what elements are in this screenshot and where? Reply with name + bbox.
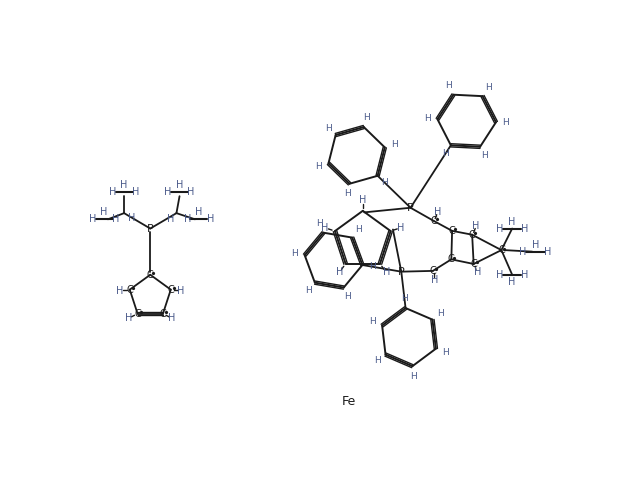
Text: H: H: [188, 187, 195, 197]
Text: P: P: [407, 203, 414, 213]
Text: H: H: [474, 267, 481, 277]
Text: H: H: [482, 151, 488, 160]
Text: H: H: [397, 223, 404, 233]
Text: H: H: [369, 317, 376, 326]
Text: H: H: [128, 213, 135, 223]
Text: H: H: [116, 286, 123, 296]
Text: H: H: [496, 270, 503, 280]
Text: H: H: [391, 140, 398, 149]
Text: C: C: [430, 216, 437, 226]
Text: H: H: [508, 276, 516, 287]
Text: C: C: [168, 285, 174, 295]
Text: C: C: [449, 226, 455, 236]
Text: C: C: [468, 230, 475, 240]
Text: H: H: [424, 114, 431, 123]
Text: H: H: [321, 223, 328, 233]
Text: H: H: [112, 214, 120, 224]
Text: H: H: [383, 267, 390, 277]
Text: H: H: [374, 356, 381, 365]
Text: H: H: [195, 207, 202, 217]
Text: H: H: [401, 294, 408, 302]
Text: H: H: [89, 214, 96, 224]
Text: C: C: [159, 309, 166, 319]
Text: H: H: [325, 123, 332, 132]
Text: H: H: [336, 267, 343, 277]
Text: H: H: [207, 214, 214, 224]
Text: H: H: [519, 247, 526, 257]
Text: H: H: [315, 162, 322, 170]
Text: C: C: [429, 266, 436, 276]
Text: P: P: [398, 267, 405, 276]
Text: H: H: [166, 214, 174, 224]
Text: C: C: [134, 309, 141, 319]
Text: H: H: [508, 216, 516, 227]
Text: H: H: [355, 226, 362, 234]
Text: H: H: [305, 286, 312, 295]
Text: C: C: [470, 259, 477, 269]
Text: C: C: [147, 270, 154, 280]
Text: H: H: [430, 275, 438, 285]
Text: H: H: [292, 249, 298, 258]
Text: H: H: [521, 224, 528, 234]
Text: H: H: [381, 178, 388, 187]
Text: H: H: [437, 309, 444, 318]
Text: H: H: [442, 348, 449, 357]
Text: Fe: Fe: [342, 396, 356, 408]
Text: H: H: [496, 224, 503, 234]
Text: H: H: [503, 118, 510, 127]
Text: H: H: [544, 247, 551, 257]
Text: H: H: [521, 270, 528, 280]
Text: H: H: [109, 187, 117, 197]
Text: H: H: [442, 149, 449, 158]
Text: H: H: [369, 262, 376, 271]
Text: H: H: [363, 113, 369, 122]
Text: H: H: [485, 83, 492, 92]
Text: H: H: [445, 81, 452, 90]
Text: H: H: [176, 180, 183, 191]
Text: H: H: [125, 312, 132, 323]
Text: H: H: [344, 189, 350, 198]
Text: C: C: [126, 285, 133, 295]
Text: C: C: [448, 254, 455, 264]
Text: P: P: [147, 224, 154, 234]
Text: H: H: [316, 219, 323, 228]
Text: H: H: [120, 180, 128, 191]
Text: H: H: [434, 207, 441, 217]
Text: H: H: [132, 187, 140, 197]
Text: H: H: [168, 312, 176, 323]
Text: H: H: [177, 286, 184, 296]
Text: H: H: [531, 240, 539, 250]
Text: H: H: [100, 207, 108, 217]
Text: H: H: [359, 195, 366, 205]
Text: H: H: [344, 292, 351, 301]
Text: C: C: [498, 245, 505, 255]
Text: H: H: [184, 214, 191, 224]
Text: H: H: [164, 187, 172, 197]
Text: H: H: [410, 372, 417, 381]
Text: H: H: [472, 221, 480, 231]
